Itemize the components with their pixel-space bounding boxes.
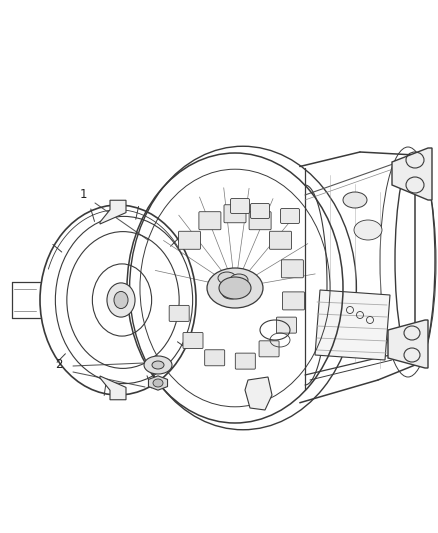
Polygon shape [100, 200, 126, 224]
FancyBboxPatch shape [283, 292, 304, 310]
FancyBboxPatch shape [269, 231, 292, 249]
Polygon shape [315, 290, 390, 360]
Polygon shape [148, 376, 167, 390]
FancyBboxPatch shape [169, 305, 189, 321]
Ellipse shape [230, 274, 248, 286]
Polygon shape [100, 376, 126, 400]
FancyBboxPatch shape [224, 205, 246, 223]
FancyBboxPatch shape [199, 212, 221, 230]
Text: 1: 1 [80, 188, 88, 201]
Ellipse shape [153, 379, 163, 387]
FancyBboxPatch shape [259, 341, 279, 357]
FancyBboxPatch shape [183, 333, 203, 349]
Polygon shape [245, 377, 272, 410]
FancyBboxPatch shape [280, 208, 300, 223]
FancyBboxPatch shape [179, 231, 201, 249]
Ellipse shape [152, 361, 164, 369]
Ellipse shape [207, 268, 263, 308]
FancyBboxPatch shape [251, 204, 269, 219]
FancyBboxPatch shape [276, 317, 297, 333]
Ellipse shape [219, 277, 251, 299]
Polygon shape [392, 148, 432, 200]
FancyBboxPatch shape [205, 350, 225, 366]
Text: 2: 2 [55, 358, 63, 371]
Ellipse shape [107, 283, 135, 317]
Polygon shape [388, 320, 428, 368]
Ellipse shape [114, 292, 128, 309]
FancyBboxPatch shape [249, 212, 271, 230]
Ellipse shape [354, 220, 382, 240]
FancyBboxPatch shape [281, 260, 304, 278]
Ellipse shape [222, 287, 240, 299]
Ellipse shape [218, 272, 236, 284]
FancyBboxPatch shape [230, 198, 250, 214]
FancyBboxPatch shape [235, 353, 255, 369]
Ellipse shape [144, 356, 172, 374]
Ellipse shape [343, 192, 367, 208]
